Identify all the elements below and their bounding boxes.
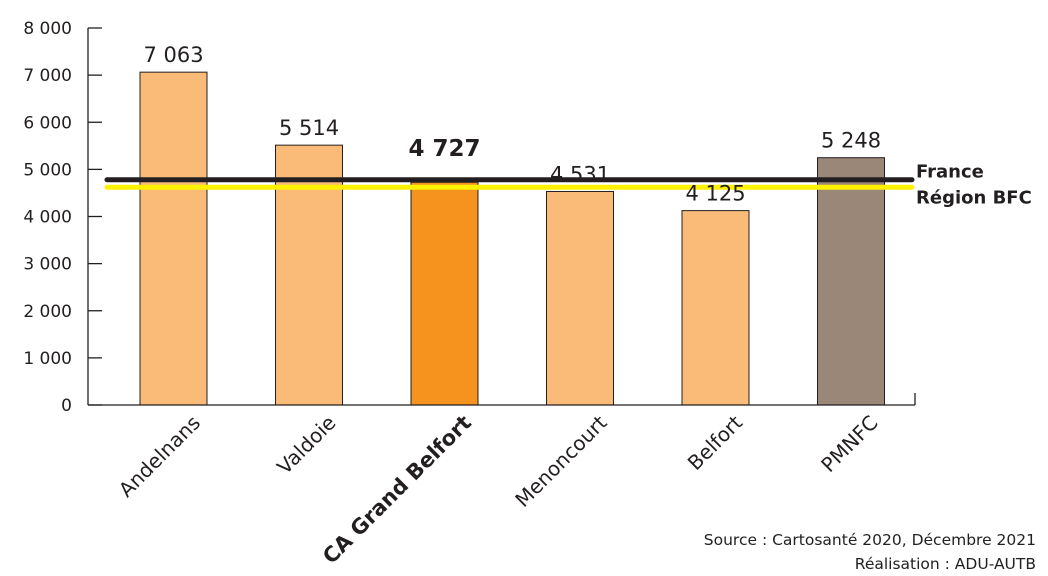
y-tick-label: 6 000 — [23, 113, 72, 133]
bar — [275, 144, 343, 406]
y-tick-label: 8 000 — [23, 19, 72, 39]
reference-line-label: Région BFC — [916, 187, 1032, 208]
y-tick-label: 1 000 — [23, 349, 72, 369]
value-label: 4 727 — [408, 136, 480, 162]
y-tick-label: 5 000 — [23, 160, 72, 180]
value-label: 7 063 — [143, 43, 203, 67]
source-note: Source : Cartosanté 2020, Décembre 2021 … — [704, 528, 1036, 576]
value-label: 5 514 — [279, 116, 339, 140]
source-text: Source : Cartosanté 2020, Décembre 2021 — [703, 531, 1036, 549]
bar — [681, 210, 750, 406]
bar — [546, 190, 614, 406]
x-tick-label: Valdoie — [272, 411, 340, 479]
y-tick-label: 7 000 — [23, 66, 72, 86]
credit-text: Réalisation : ADU-AUTB — [854, 555, 1036, 573]
value-label: 5 248 — [821, 129, 881, 153]
x-tick-label: CA Grand Belfort — [318, 411, 476, 569]
bars — [139, 71, 885, 406]
y-tick-label: 2 000 — [23, 302, 72, 322]
y-tick-label: 4 000 — [23, 208, 72, 228]
y-axis: 0 1 000 2 000 3 000 4 000 5 000 6 000 7 000 8 00… — [23, 19, 102, 416]
x-tick-label: Menoncourt — [510, 410, 611, 511]
x-tick-label: Andelnans — [114, 411, 205, 502]
value-label: 4 531 — [550, 162, 610, 186]
x-tick-label: PMNFC — [816, 411, 882, 477]
bar — [410, 181, 479, 406]
value-labels: 7 063 5 514 4 727 4 531 4 125 5 248 — [143, 43, 881, 205]
bar — [817, 157, 885, 406]
y-tick-label: 0 — [61, 396, 72, 416]
x-tick-label: Belfort — [683, 410, 747, 474]
value-label: 4 125 — [685, 182, 745, 206]
reference-lines: France Région BFC — [104, 162, 1032, 208]
y-tick-label: 3 000 — [23, 255, 72, 275]
bar — [139, 71, 208, 406]
reference-line-label: France — [916, 162, 984, 183]
